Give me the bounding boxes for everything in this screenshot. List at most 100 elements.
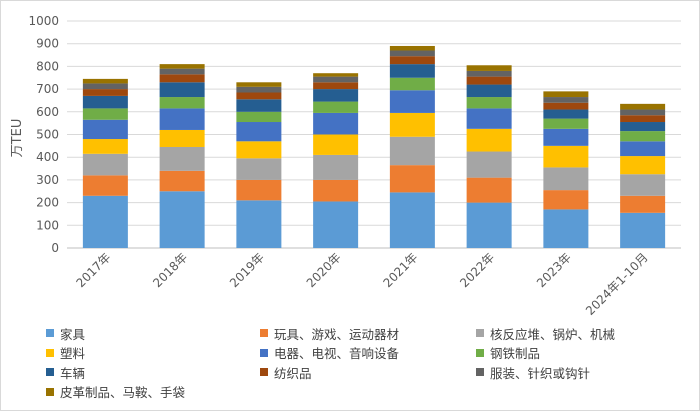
legend-swatch — [46, 368, 54, 376]
bar-segment-2-4 — [389, 136, 435, 166]
legend-swatch — [476, 329, 484, 337]
bar-segment-6-1 — [159, 82, 205, 98]
bar-segment-3-6 — [543, 145, 589, 168]
gridlines — [67, 20, 681, 249]
y-tick-label: 500 — [36, 128, 59, 142]
bars — [82, 45, 666, 248]
legend-label: 纺织品 — [274, 365, 312, 381]
legend-swatch — [260, 348, 268, 357]
bar-segment-3-0 — [82, 139, 128, 154]
bar-segment-1-6 — [543, 190, 589, 210]
bar-segment-4-6 — [543, 128, 589, 146]
bar-segment-2-0 — [82, 153, 128, 176]
x-tick-label: 2021年 — [381, 250, 421, 290]
legend-item: 家具 — [46, 324, 85, 342]
legend-item: 皮革制品、马鞍、手袋 — [46, 383, 185, 401]
legend-item: 钢铁制品 — [476, 344, 540, 362]
bar-segment-2-3 — [313, 154, 359, 180]
y-tick-label: 700 — [36, 82, 59, 96]
legend-item: 玩具、游戏、运动器材 — [260, 324, 399, 342]
bar-segment-8-6 — [543, 97, 589, 103]
legend-label: 钢铁制品 — [490, 346, 541, 361]
legend-item: 塑料 — [46, 344, 85, 362]
legend-label: 玩具、游戏、运动器材 — [274, 326, 400, 342]
bar-segment-7-7 — [620, 115, 666, 123]
x-tick-label: 2020年 — [304, 250, 344, 290]
bar-segment-3-3 — [313, 134, 359, 155]
bar-segment-1-4 — [389, 165, 435, 193]
bar-segment-4-7 — [620, 141, 666, 157]
bar-segment-6-6 — [543, 109, 589, 119]
bar-segment-5-4 — [389, 77, 435, 91]
bar-segment-7-5 — [466, 76, 512, 85]
x-tick-label: 2022年 — [457, 250, 497, 290]
bar-segment-0-1 — [159, 191, 205, 248]
bar-segment-7-1 — [159, 74, 205, 83]
bar-segment-8-0 — [82, 83, 128, 90]
bar-segment-7-6 — [543, 102, 589, 110]
legend-label: 服装、针织或钩针 — [490, 365, 591, 381]
bar-segment-4-2 — [236, 122, 282, 142]
bar-segment-8-1 — [159, 68, 205, 75]
bar-segment-1-2 — [236, 179, 282, 201]
legend-item: 电器、电视、音响设备 — [260, 344, 399, 362]
legend-label: 塑料 — [60, 346, 86, 361]
bar-segment-2-2 — [236, 158, 282, 180]
bar-segment-3-5 — [466, 128, 512, 152]
legend-item: 车辆 — [46, 363, 85, 381]
bar-segment-6-2 — [236, 99, 282, 112]
bar-segment-1-7 — [620, 195, 666, 213]
bar-segment-8-2 — [236, 86, 282, 93]
y-tick-label: 900 — [36, 37, 59, 51]
x-tick-label: 2023年 — [534, 250, 574, 290]
y-tick-label: 200 — [36, 196, 59, 210]
bar-segment-5-1 — [159, 97, 205, 109]
bar-segment-2-6 — [543, 167, 589, 191]
y-axis-tick-labels: 0 100 200 300 400 500 600 700 800 900 1000 — [28, 14, 59, 255]
x-axis-tick-labels: 2017年 2018年 2019年 2020年 2021年 2022年 2023年 2024年… — [74, 250, 651, 318]
bar-segment-1-3 — [313, 179, 359, 202]
legend-swatch — [46, 348, 54, 357]
bar-segment-9-4 — [389, 45, 435, 51]
bar-segment-3-4 — [389, 112, 435, 137]
y-tick-label: 400 — [36, 150, 59, 164]
bar-segment-9-7 — [620, 103, 666, 110]
bar-segment-8-5 — [466, 70, 512, 77]
y-tick-label: 1000 — [28, 14, 59, 28]
x-tick-label: 2018年 — [150, 250, 190, 290]
bar-segment-4-3 — [313, 112, 359, 135]
bar-segment-5-7 — [620, 131, 666, 142]
legend-swatch — [46, 329, 54, 337]
legend-swatch — [46, 387, 54, 396]
bar-segment-6-3 — [313, 89, 359, 102]
bar-segment-5-0 — [82, 108, 128, 120]
legend-swatch — [476, 368, 484, 376]
bar-segment-9-3 — [313, 73, 359, 77]
legend-label: 车辆 — [60, 365, 86, 381]
y-tick-label: 800 — [36, 59, 59, 73]
bar-segment-8-7 — [620, 109, 666, 116]
bar-segment-5-6 — [543, 118, 589, 129]
bar-segment-9-5 — [466, 65, 512, 71]
bar-segment-3-1 — [159, 129, 205, 147]
bar-segment-3-7 — [620, 156, 666, 175]
bar-segment-9-2 — [236, 82, 282, 87]
bar-segment-4-0 — [82, 119, 128, 140]
legend-swatch — [476, 348, 484, 357]
y-tick-label: 100 — [36, 218, 59, 232]
bar-segment-0-3 — [313, 201, 359, 248]
bar-segment-9-1 — [159, 64, 205, 69]
bar-segment-7-4 — [389, 56, 435, 65]
y-tick-label: 300 — [36, 173, 59, 187]
legend-swatch — [260, 368, 268, 376]
legend-swatch — [260, 329, 268, 337]
x-tick-label: 2017年 — [74, 250, 114, 290]
bar-segment-6-0 — [82, 95, 128, 109]
bar-segment-8-3 — [313, 76, 359, 83]
legend-label: 电器、电视、音响设备 — [274, 346, 400, 361]
bar-segment-5-5 — [466, 97, 512, 109]
bar-segment-0-2 — [236, 200, 282, 248]
x-tick-label: 2024年1-10月 — [583, 250, 651, 318]
